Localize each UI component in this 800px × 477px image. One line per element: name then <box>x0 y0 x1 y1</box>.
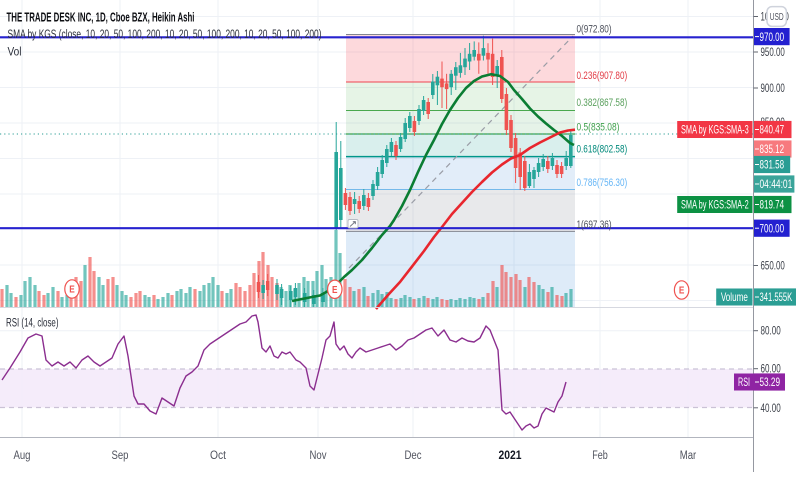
svg-text:SMA by KGS (close, 10, 20, 50,: SMA by KGS (close, 10, 20, 50, 100, 200,… <box>8 29 322 41</box>
svg-text:RSI: RSI <box>738 375 750 389</box>
svg-text:THE TRADE DESK INC, 1D, Cboe B: THE TRADE DESK INC, 1D, Cboe BZX, Heikin… <box>7 10 195 25</box>
svg-text:650.00: 650.00 <box>761 261 785 273</box>
svg-text:970.00: 970.00 <box>760 30 785 44</box>
svg-text:840.47: 840.47 <box>760 123 785 137</box>
svg-text:80.00: 80.00 <box>761 326 781 338</box>
svg-text:E: E <box>332 284 338 296</box>
svg-text:950.00: 950.00 <box>761 47 785 59</box>
svg-text:Mar: Mar <box>680 450 697 462</box>
svg-text:53.29: 53.29 <box>760 375 781 389</box>
svg-text:0.236(907.80): 0.236(907.80) <box>577 70 628 82</box>
svg-text:Dec: Dec <box>405 450 422 462</box>
svg-text:341.555K: 341.555K <box>760 290 793 304</box>
svg-text:0.786(756.30): 0.786(756.30) <box>577 177 628 189</box>
svg-text:1(697.36): 1(697.36) <box>577 219 612 231</box>
svg-text:Volume: Volume <box>721 290 748 304</box>
svg-text:SMA by KGS:SMA-2: SMA by KGS:SMA-2 <box>681 198 749 212</box>
svg-text:40.00: 40.00 <box>761 403 781 415</box>
svg-text:0.382(867.58): 0.382(867.58) <box>577 97 628 109</box>
svg-text:0.5(835.08): 0.5(835.08) <box>577 122 620 134</box>
svg-text:900.00: 900.00 <box>761 83 785 95</box>
svg-text:Oct: Oct <box>210 450 227 462</box>
svg-text:819.74: 819.74 <box>760 198 785 212</box>
svg-text:2021: 2021 <box>499 450 523 462</box>
svg-text:60.00: 60.00 <box>761 364 781 376</box>
svg-text:700.00: 700.00 <box>760 221 785 235</box>
svg-text:SMA by KGS:SMA-3: SMA by KGS:SMA-3 <box>681 123 749 137</box>
svg-text:E: E <box>69 284 75 296</box>
svg-text:RSI (14, close): RSI (14, close) <box>6 318 59 330</box>
svg-text:0(972.80): 0(972.80) <box>577 23 612 35</box>
svg-text:USD: USD <box>770 11 784 23</box>
svg-text:Nov: Nov <box>310 450 327 462</box>
svg-text:835.12: 835.12 <box>760 142 785 156</box>
svg-text:831.58: 831.58 <box>760 158 785 172</box>
svg-text:04:44:01: 04:44:01 <box>760 177 793 191</box>
svg-text:Aug: Aug <box>14 450 31 462</box>
svg-text:0.618(802.58): 0.618(802.58) <box>577 144 628 156</box>
svg-text:Sep: Sep <box>112 450 129 462</box>
svg-text:E: E <box>679 285 685 297</box>
svg-text:Feb: Feb <box>592 450 608 462</box>
svg-text:Vol: Vol <box>8 47 22 59</box>
